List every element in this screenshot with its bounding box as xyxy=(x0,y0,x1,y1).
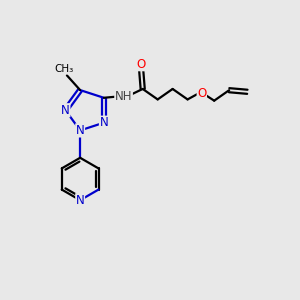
Text: N: N xyxy=(76,124,85,137)
Text: O: O xyxy=(197,86,206,100)
Text: N: N xyxy=(76,194,85,207)
Text: CH₃: CH₃ xyxy=(54,64,74,74)
Text: N: N xyxy=(61,104,70,117)
Text: NH: NH xyxy=(115,90,132,103)
Text: O: O xyxy=(136,58,146,71)
Text: N: N xyxy=(100,116,108,129)
